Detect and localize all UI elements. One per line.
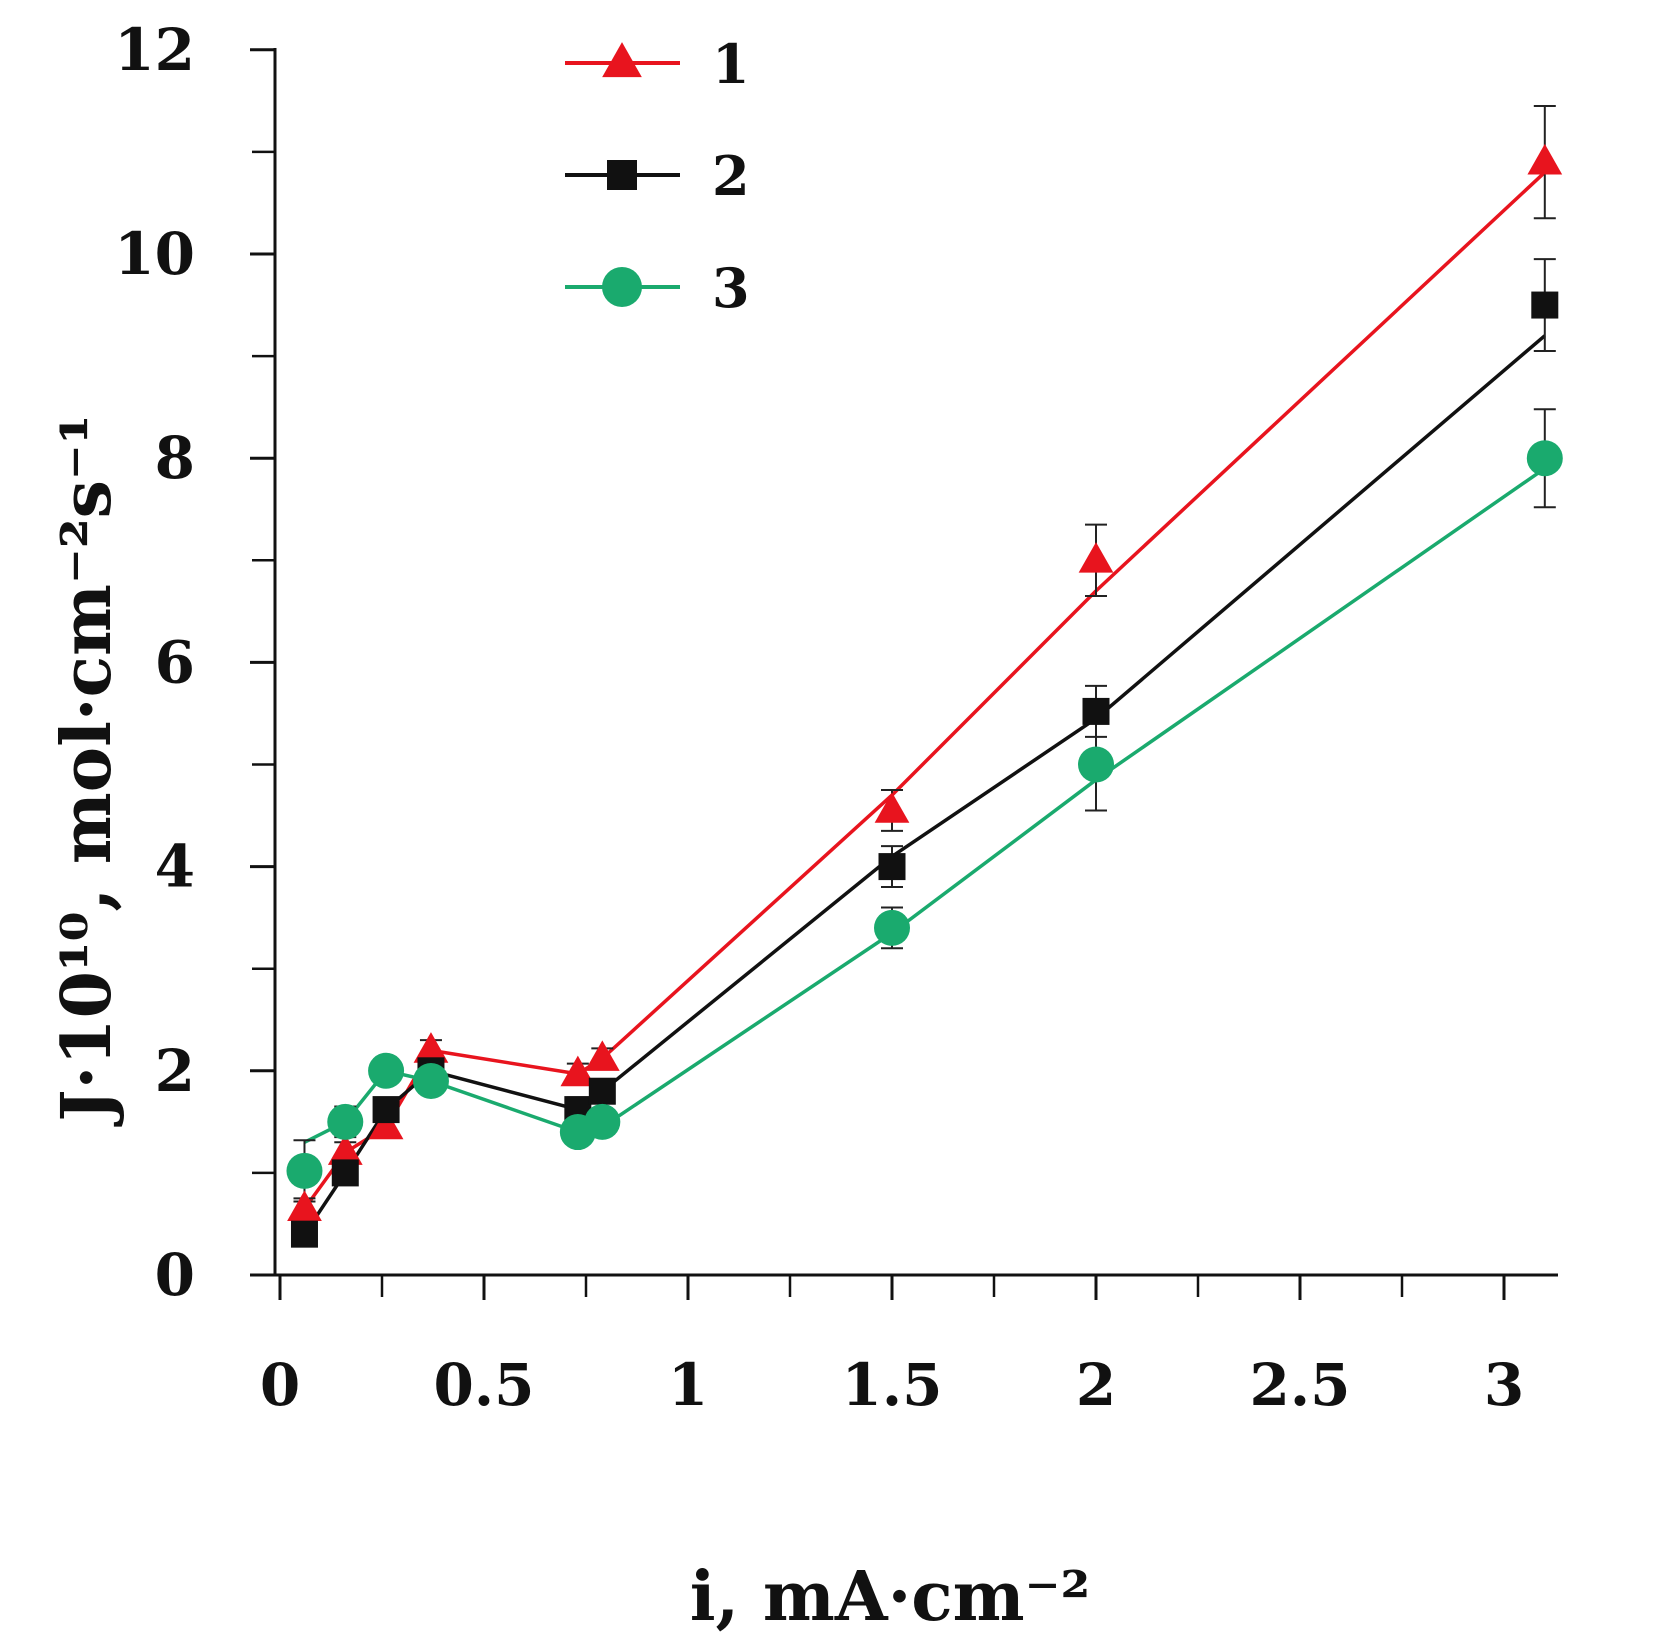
y-tick-label: 12 [114,16,195,84]
series-2-point [878,853,906,881]
legend-marker-3 [602,267,642,307]
series-3-point [286,1152,323,1189]
series-1-point [1527,143,1563,175]
axes [250,48,1558,1277]
x-tick-label: 3 [1484,1351,1524,1419]
series-1-line [303,171,1546,1210]
x-tick-label: 2.5 [1250,1351,1351,1419]
series-2-line [303,334,1546,1236]
series-2-point [588,1077,616,1105]
series-1-point [287,1190,322,1221]
series-3-point [1526,440,1563,477]
series-1-point [1078,542,1114,573]
legend-label-2: 2 [712,144,750,208]
legend-marker-1 [602,42,642,78]
y-ticks: 0 2 4 6 8 10 12 [114,16,275,1309]
legend: 1 2 3 [565,32,750,320]
x-tick-label: 2 [1076,1351,1116,1419]
series-errors [293,104,1556,1246]
y-tick-label: 0 [155,1241,195,1309]
series-1-point [584,1040,620,1071]
series-3-point [412,1063,449,1100]
y-tick-label: 10 [114,220,195,288]
series-1-point [874,792,910,823]
y-tick-label: 2 [155,1037,195,1105]
legend-label-1: 1 [712,32,750,96]
series-3-point [874,909,910,946]
x-ticks: 0 0.5 1 1.5 2 2.5 3 [260,1275,1524,1419]
series-markers [286,143,1563,1248]
y-axis-title: J·10¹⁰, mol·cm⁻²s⁻¹ [47,414,127,1126]
x-tick-label: 0.5 [434,1351,535,1419]
series-1-point [368,1108,404,1140]
x-tick-label: 1 [668,1351,708,1419]
series-1-point [560,1055,596,1087]
series-2-point [290,1220,318,1248]
series-1-point [327,1134,363,1165]
series-fits [303,171,1546,1236]
series-3-point [1078,746,1114,783]
y-tick-label: 8 [155,424,195,492]
legend-marker-2 [607,160,637,190]
legend-label-3: 3 [712,256,750,320]
series-3-point [584,1103,621,1140]
series-1-point [413,1032,449,1063]
series-2-point [1082,697,1110,725]
series-3-point [327,1103,364,1140]
series-3-line [303,466,1546,1144]
y-tick-label: 6 [155,628,195,696]
y-tick-label: 4 [155,833,195,901]
x-tick-label: 0 [260,1351,300,1419]
series-2-point [372,1096,400,1124]
series-2-point [331,1159,359,1187]
series-3-point [368,1052,405,1089]
x-tick-label: 1.5 [842,1351,943,1419]
x-axis-title: i, mA·cm⁻² [690,1557,1091,1637]
series-2-point [1531,291,1559,319]
